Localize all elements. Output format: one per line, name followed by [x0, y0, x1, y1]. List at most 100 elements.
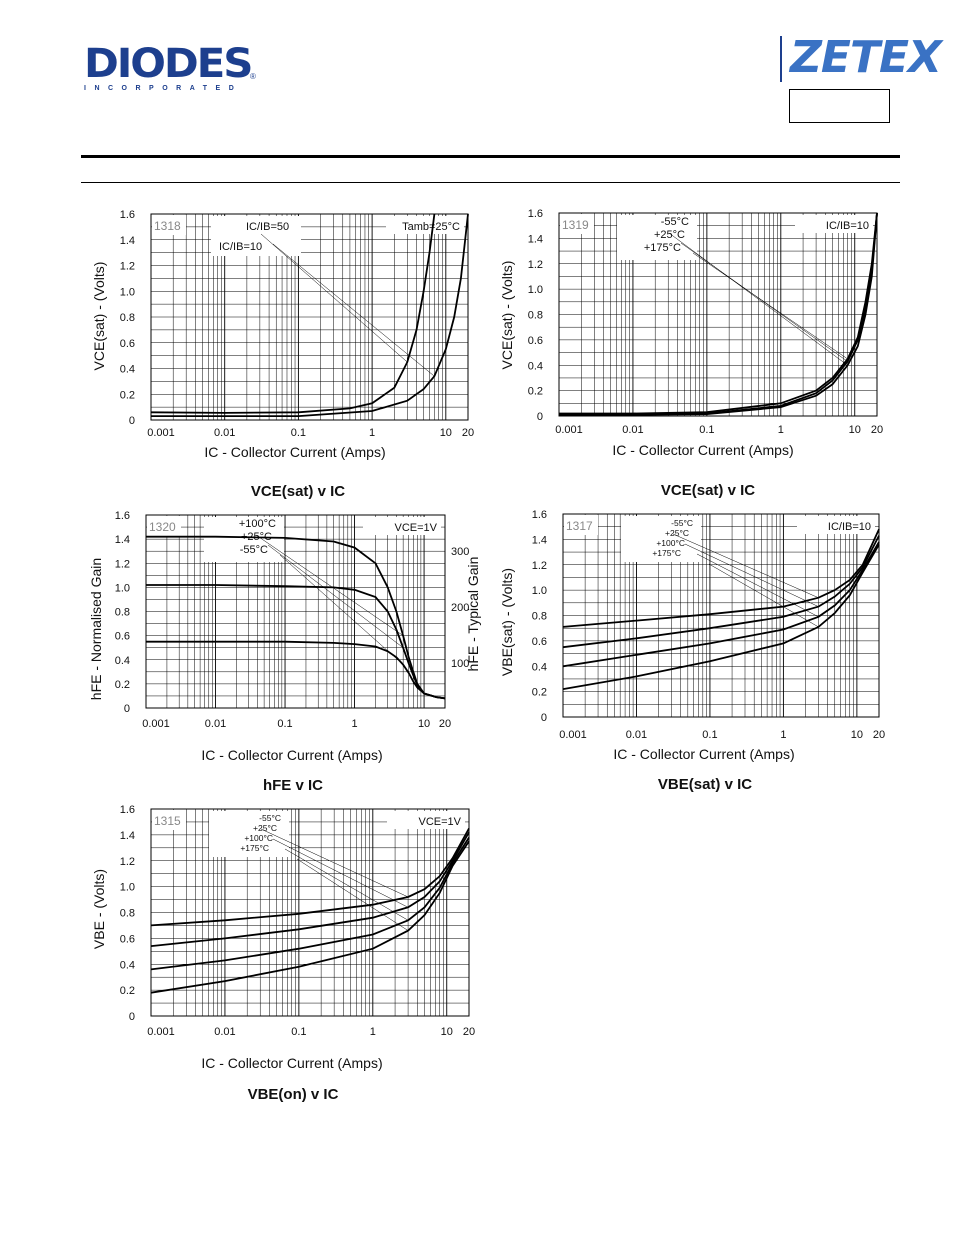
x-tick-label: 0.001 — [559, 729, 587, 741]
series-line — [150, 840, 470, 994]
diodes-logo-subtext: INCORPORATED — [84, 85, 243, 92]
leader-line — [708, 563, 819, 628]
x-tick-label: 0.1 — [699, 424, 714, 436]
series-line — [562, 528, 880, 628]
plot-frame — [150, 213, 469, 421]
legend-label: +175°C — [644, 242, 681, 254]
y-tick-label: 1.0 — [120, 882, 135, 894]
leader-line — [255, 534, 404, 636]
plot-area: 1317 0 0.2 0.4 0.6 0.8 1.0 1.2 1.4 1.6 0.001 0.01 0.… — [499, 509, 885, 762]
y-tick-label: 0 — [541, 712, 547, 724]
chart-id-label: 1318 — [154, 219, 181, 233]
y-tick-label: 0.2 — [120, 389, 135, 401]
y-tick-label: 1.2 — [528, 259, 543, 271]
y-tick-label: 1.6 — [120, 209, 135, 221]
y-tick-label: 0.6 — [528, 335, 543, 347]
x-tick-label: 10 — [849, 424, 861, 436]
legend-label: +175°C — [652, 548, 681, 558]
leader-line — [260, 233, 408, 363]
annotation-condition: VCE=1V — [419, 816, 462, 828]
y-tick-label: 0.2 — [528, 386, 543, 398]
y2-tick-label: 100 — [451, 658, 469, 670]
leader-line — [260, 828, 409, 898]
legend-box — [204, 517, 284, 562]
plot-area: 1315 0 0.2 0.4 0.6 0.8 1.0 1.2 1.4 1.6 0.001 0.01 0.… — [91, 804, 475, 1071]
y-tick-label: 0.6 — [115, 631, 130, 643]
y-tick-label: 0.4 — [120, 959, 135, 971]
y-tick-label: 0 — [129, 415, 135, 427]
leader-line — [279, 554, 404, 665]
y-tick-label: 0.8 — [532, 611, 547, 623]
annotation-condition: VCE=1V — [395, 522, 438, 534]
diodes-logo: DIODES INCORPORATED ® — [84, 44, 259, 94]
y-axis-label: VCE(sat) - (Volts) — [499, 261, 515, 370]
legend-label: -55°C — [259, 813, 281, 823]
legend-label: -55°C — [671, 518, 693, 528]
y-tick-label: 1.6 — [532, 509, 547, 521]
legend-box — [209, 811, 289, 857]
series-line — [150, 831, 470, 947]
series-line — [559, 212, 878, 415]
y-tick-label: 0.4 — [120, 364, 135, 376]
y-tick-label: 0 — [537, 411, 543, 423]
annotation-box — [387, 811, 465, 829]
annotation-ratio-10: IC/IB=10 — [219, 241, 262, 253]
caption-1320: hFE v IC — [262, 777, 323, 794]
y-tick-label: 0.2 — [115, 679, 130, 691]
legend-label: +25°C — [665, 528, 689, 538]
chart-id-box — [152, 215, 186, 235]
header-rule-bottom — [81, 182, 900, 183]
series-line — [562, 535, 880, 649]
caption-1319: VCE(sat) v IC — [660, 482, 756, 499]
y-tick-label: 0.4 — [528, 360, 543, 372]
chart-id-box — [564, 515, 598, 535]
plot-frame — [562, 513, 880, 718]
y-axis-label: VBE(sat) - (Volts) — [499, 568, 515, 676]
y-tick-label: 0.6 — [120, 338, 135, 350]
plot-frame — [145, 514, 446, 709]
chart-id-label: 1319 — [562, 218, 589, 232]
y-tick-label: 0.6 — [532, 636, 547, 648]
y-tick-label: 1.0 — [120, 286, 135, 298]
caption-1318: VCE(sat) v IC — [250, 483, 346, 500]
x-tick-label: 20 — [871, 424, 883, 436]
leader-line — [696, 553, 819, 617]
x-tick-label: 20 — [873, 729, 885, 741]
series-line — [151, 213, 469, 417]
part-number-box — [789, 89, 890, 123]
plot-frame — [150, 808, 470, 1017]
chart-id-box — [147, 516, 181, 536]
x-tick-label: 0.001 — [555, 424, 583, 436]
annotation-box — [211, 216, 301, 256]
series-line — [150, 827, 470, 927]
y-tick-label: 1.0 — [115, 582, 130, 594]
y2-axis-label: hFE - Typical Gain — [465, 557, 481, 672]
legend-label: +175°C — [240, 843, 269, 853]
y-tick-label: 1.4 — [115, 534, 130, 546]
zetex-logo-bar — [780, 36, 782, 82]
x-tick-label: 1 — [351, 718, 357, 730]
x-axis-label: IC - Collector Current (Amps) — [201, 1055, 382, 1071]
series-line — [562, 544, 880, 690]
annotation-box — [795, 215, 873, 233]
y-tick-label: 1.4 — [120, 235, 135, 247]
y-tick-label: 1.6 — [115, 510, 130, 522]
y-tick-label: 0.4 — [532, 661, 547, 673]
leader-line — [272, 243, 435, 377]
y-tick-label: 0.8 — [528, 310, 543, 322]
x-tick-label: 0.01 — [205, 718, 226, 730]
y-tick-label: 0.2 — [532, 687, 547, 699]
plot-frame — [558, 212, 878, 417]
y-tick-label: 1.2 — [120, 261, 135, 273]
y-tick-label: 0.4 — [115, 655, 130, 667]
x-tick-label: 0.1 — [702, 729, 717, 741]
x-tick-label: 0.001 — [142, 718, 170, 730]
plot-area: 1320 0 0.2 0.4 0.6 0.8 1.0 1.2 1.4 1.6 0.001 0.01 0.… — [88, 510, 481, 763]
x-tick-label: 20 — [462, 427, 474, 439]
legend-label: -55°C — [240, 544, 268, 556]
x-tick-label: 0.01 — [214, 427, 235, 439]
